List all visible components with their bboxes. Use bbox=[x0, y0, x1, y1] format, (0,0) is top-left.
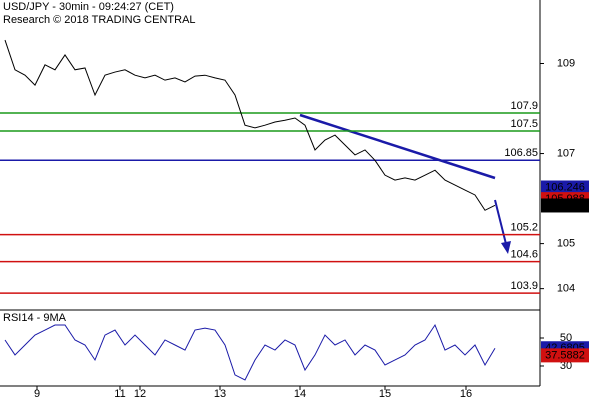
rsi-title: RSI14 - 9MA bbox=[3, 312, 67, 324]
forecast-arrow bbox=[494, 199, 507, 245]
x-tick-label: 11 bbox=[114, 388, 125, 400]
price-tag-label: 105.847 bbox=[545, 199, 585, 211]
x-tick-label: 16 bbox=[460, 388, 472, 400]
chart-subtitle: Research © 2018 TRADING CENTRAL bbox=[3, 14, 196, 26]
price-tag-label: 37.5882 bbox=[545, 349, 585, 361]
x-tick-label: 14 bbox=[294, 388, 306, 400]
level-label: 106.85 bbox=[504, 147, 538, 159]
price-tag bbox=[541, 348, 589, 363]
level-label: 107.5 bbox=[510, 118, 538, 130]
trend-line bbox=[299, 113, 496, 180]
price-line bbox=[4, 39, 496, 211]
arrow-head bbox=[501, 241, 511, 254]
x-tick-label: 12 bbox=[134, 388, 146, 400]
y-tick-label: 104 bbox=[557, 283, 575, 295]
level-label: 103.9 bbox=[510, 280, 538, 292]
y-tick-label: 50 bbox=[560, 332, 572, 344]
price-line bbox=[4, 323, 496, 381]
chart-title: USD/JPY - 30min - 09:24:27 (CET) bbox=[3, 1, 174, 13]
price-tag-label: 106.246 bbox=[545, 181, 585, 193]
level-label: 105.2 bbox=[510, 222, 538, 234]
price-tag bbox=[541, 198, 589, 213]
y-tick-label: 109 bbox=[557, 57, 575, 69]
level-label: 107.9 bbox=[510, 100, 538, 112]
y-tick-label: 107 bbox=[557, 147, 575, 159]
price-tag bbox=[541, 180, 589, 195]
x-tick-label: 9 bbox=[34, 388, 40, 400]
level-label: 104.6 bbox=[510, 249, 538, 261]
y-tick-label: 30 bbox=[560, 360, 572, 372]
y-tick-label: 105 bbox=[557, 238, 575, 250]
x-tick-label: 13 bbox=[214, 388, 226, 400]
x-tick-label: 15 bbox=[379, 388, 391, 400]
